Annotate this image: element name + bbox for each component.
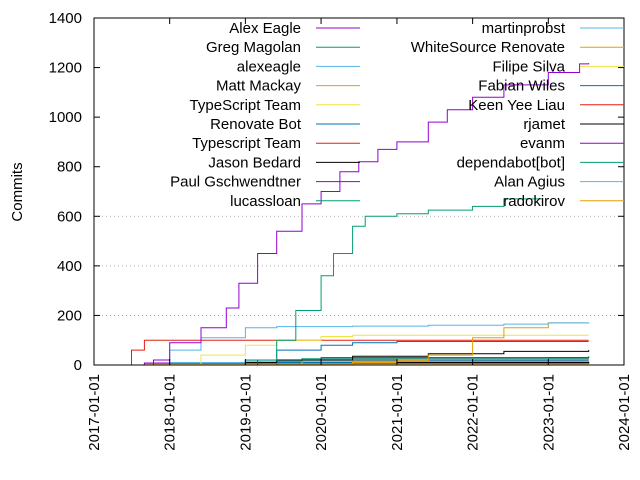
legend-label: Typescript Team bbox=[192, 135, 301, 152]
x-axis: 2017-01-01 2018-01-01 2019-01-01 2020-01-01… bbox=[86, 18, 633, 451]
legend-label: dependabot[bot] bbox=[457, 154, 565, 171]
grid-lines bbox=[94, 215, 624, 316]
legend-label: Keen Yee Liau bbox=[468, 97, 565, 114]
legend: Alex Eagle Greg Magolan alexeagle Matt Mack… bbox=[170, 20, 624, 210]
legend-label: lucassloan bbox=[230, 193, 301, 210]
legend-label: Filipe Silva bbox=[492, 58, 565, 75]
legend-label: Alex Eagle bbox=[229, 20, 301, 37]
y-tick-label: 1000 bbox=[49, 109, 82, 126]
legend-label: rjamet bbox=[523, 116, 566, 133]
plot-frame bbox=[93, 17, 625, 366]
y-tick-label: 400 bbox=[57, 258, 82, 275]
series-line-2 bbox=[150, 322, 590, 366]
legend-label: WhiteSource Renovate bbox=[411, 39, 565, 56]
series-line-0 bbox=[147, 63, 590, 366]
legend-label: Paul Gschwendtner bbox=[170, 174, 301, 191]
series-line-1 bbox=[220, 198, 543, 366]
y-tick-label: 600 bbox=[57, 208, 82, 225]
y-tick-label: 0 bbox=[74, 357, 82, 374]
y-tick-label: 800 bbox=[57, 159, 82, 176]
x-tick-label: 2019-01-01 bbox=[237, 374, 254, 451]
legend-label: Greg Magolan bbox=[206, 39, 301, 56]
x-tick-label: 2023-01-01 bbox=[540, 374, 557, 451]
y-tick-label: 1400 bbox=[49, 10, 82, 27]
legend-label: Renovate Bot bbox=[210, 116, 302, 133]
x-tick-label: 2022-01-01 bbox=[465, 374, 482, 451]
x-tick-label: 2020-01-01 bbox=[313, 374, 330, 451]
legend-label: TypeScript Team bbox=[190, 97, 301, 114]
legend-label: Jason Bedard bbox=[208, 154, 301, 171]
y-axis-label: Commits bbox=[9, 162, 26, 221]
x-tick-label: 2018-01-01 bbox=[162, 374, 179, 451]
legend-label: Matt Mackay bbox=[216, 78, 302, 95]
legend-label: martinprobst bbox=[482, 20, 566, 37]
legend-label: alexeagle bbox=[237, 58, 301, 75]
y-axis: 0 200 400 600 800 1000 1200 1400 bbox=[49, 10, 624, 374]
legend-label: radokirov bbox=[503, 193, 565, 210]
y-tick-label: 200 bbox=[57, 307, 82, 324]
x-tick-label: 2024-01-01 bbox=[616, 374, 633, 451]
legend-label: evanm bbox=[520, 135, 565, 152]
x-tick-label: 2021-01-01 bbox=[389, 374, 406, 451]
y-tick-label: 1200 bbox=[49, 60, 82, 77]
x-tick-label: 2017-01-01 bbox=[86, 374, 103, 451]
legend-label: Alan Agius bbox=[494, 174, 565, 191]
legend-label: Fabian Wiles bbox=[478, 78, 565, 95]
